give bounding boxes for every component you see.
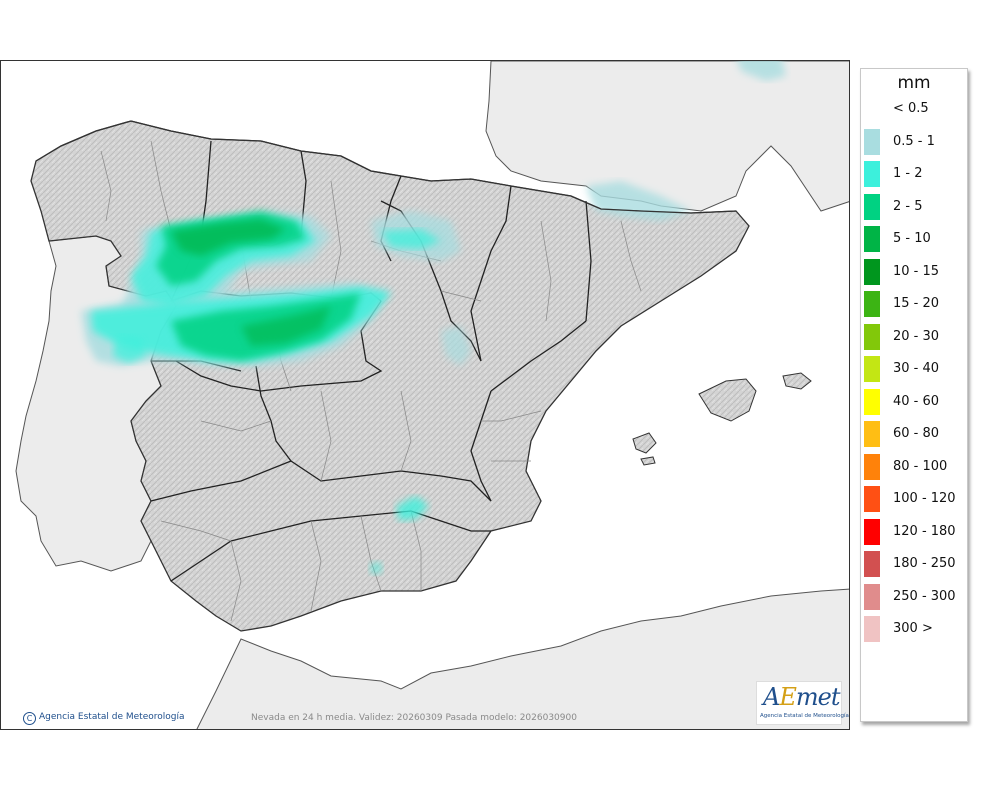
legend-swatch bbox=[864, 583, 880, 610]
legend-title: mm bbox=[897, 73, 931, 93]
legend-swatch bbox=[864, 388, 880, 415]
legend-swatch bbox=[864, 551, 880, 577]
snow-1-2-area bbox=[396, 496, 429, 521]
snow-0.5-1-area bbox=[737, 61, 786, 81]
france-landmass bbox=[485, 61, 849, 212]
legend-swatch bbox=[864, 291, 880, 317]
aemet-logo: AEmet Agencia Estatal de Meteorología bbox=[756, 681, 849, 725]
legend-swatch bbox=[864, 453, 880, 480]
legend-item: 10 - 15 bbox=[864, 258, 964, 285]
legend-item: < 0.5 bbox=[864, 96, 964, 122]
logo-subtitle: Agencia Estatal de Meteorología bbox=[760, 713, 849, 719]
legend-label: 300 > bbox=[893, 621, 933, 636]
legend-label: 2 - 5 bbox=[893, 198, 923, 214]
legend-swatch bbox=[864, 226, 880, 252]
snow-0.5-1-area bbox=[586, 181, 691, 221]
legend-swatch bbox=[864, 161, 880, 187]
legend-swatch bbox=[864, 323, 880, 350]
legend-swatch bbox=[864, 193, 880, 220]
menorca-island bbox=[782, 372, 812, 390]
legend-item: 15 - 20 bbox=[864, 291, 964, 317]
map-caption: Nevada en 24 h media. Validez: 20260309 … bbox=[251, 713, 577, 723]
legend-swatch bbox=[864, 518, 880, 545]
legend-item: 300 > bbox=[864, 616, 964, 642]
legend-label: 20 - 30 bbox=[893, 328, 940, 344]
copyright-icon: C bbox=[23, 712, 36, 725]
africa-landmass bbox=[196, 588, 849, 729]
mallorca-island bbox=[698, 378, 757, 422]
snow-5-10-area bbox=[241, 306, 331, 346]
logo-wordmark: AEmet bbox=[763, 683, 840, 711]
map-legend: mm < 0.5 0.5 - 1 1 - 2 2 - 5 5 - 10 10 - 15 15… bbox=[860, 68, 968, 722]
legend-label: 120 - 180 bbox=[893, 523, 956, 539]
map-canvas bbox=[15, 61, 849, 729]
legend-item: 250 - 300 bbox=[864, 583, 964, 610]
legend-label: 60 - 80 bbox=[893, 426, 940, 441]
legend-label: 0.5 - 1 bbox=[893, 133, 935, 149]
legend-item: 1 - 2 bbox=[864, 161, 964, 187]
legend-item: 80 - 100 bbox=[864, 453, 964, 480]
legend-item: 0.5 - 1 bbox=[864, 128, 964, 155]
legend-label: 10 - 15 bbox=[893, 263, 940, 279]
legend-swatch bbox=[864, 258, 880, 285]
legend-item: 40 - 60 bbox=[864, 388, 964, 415]
legend-label: 80 - 100 bbox=[893, 458, 948, 474]
north-coastline bbox=[35, 120, 737, 214]
legend-item: 120 - 180 bbox=[864, 518, 964, 545]
formentera-island bbox=[640, 456, 656, 466]
snow-1-2-area bbox=[381, 229, 441, 249]
legend-item: 60 - 80 bbox=[864, 421, 964, 447]
legend-item: 20 - 30 bbox=[864, 323, 964, 350]
legend-swatch bbox=[864, 421, 880, 447]
copyright-notice: C Agencia Estatal de Meteorología bbox=[23, 712, 185, 725]
legend-item: 2 - 5 bbox=[864, 193, 964, 220]
legend-label: 100 - 120 bbox=[893, 491, 956, 506]
legend-label: 30 - 40 bbox=[893, 361, 940, 376]
legend-label: 250 - 300 bbox=[893, 588, 956, 604]
legend-label: 40 - 60 bbox=[893, 393, 940, 409]
legend-label: 5 - 10 bbox=[893, 231, 931, 246]
legend-swatch bbox=[864, 356, 880, 382]
snow-1-2-area bbox=[113, 336, 146, 363]
legend-swatch bbox=[864, 486, 880, 512]
legend-swatch bbox=[864, 616, 880, 642]
snow-5-10-area bbox=[171, 219, 286, 256]
snow-0.5-1-area bbox=[441, 326, 471, 366]
snow-1-2-area bbox=[369, 561, 383, 575]
legend-swatch bbox=[864, 96, 880, 122]
copyright-text: Agencia Estatal de Meteorología bbox=[39, 712, 185, 722]
ibiza-island bbox=[632, 432, 657, 454]
legend-label: 15 - 20 bbox=[893, 296, 940, 311]
legend-item: 30 - 40 bbox=[864, 356, 964, 382]
legend-label: 1 - 2 bbox=[893, 166, 923, 181]
legend-label: < 0.5 bbox=[893, 101, 929, 116]
legend-item: 100 - 120 bbox=[864, 486, 964, 512]
snowfall-overlay bbox=[81, 61, 786, 575]
legend-item: 5 - 10 bbox=[864, 226, 964, 252]
forecast-map: C Agencia Estatal de Meteorología Nevada … bbox=[0, 60, 850, 730]
legend-label: 180 - 250 bbox=[893, 556, 956, 571]
legend-swatch bbox=[864, 128, 880, 155]
legend-item: 180 - 250 bbox=[864, 551, 964, 577]
